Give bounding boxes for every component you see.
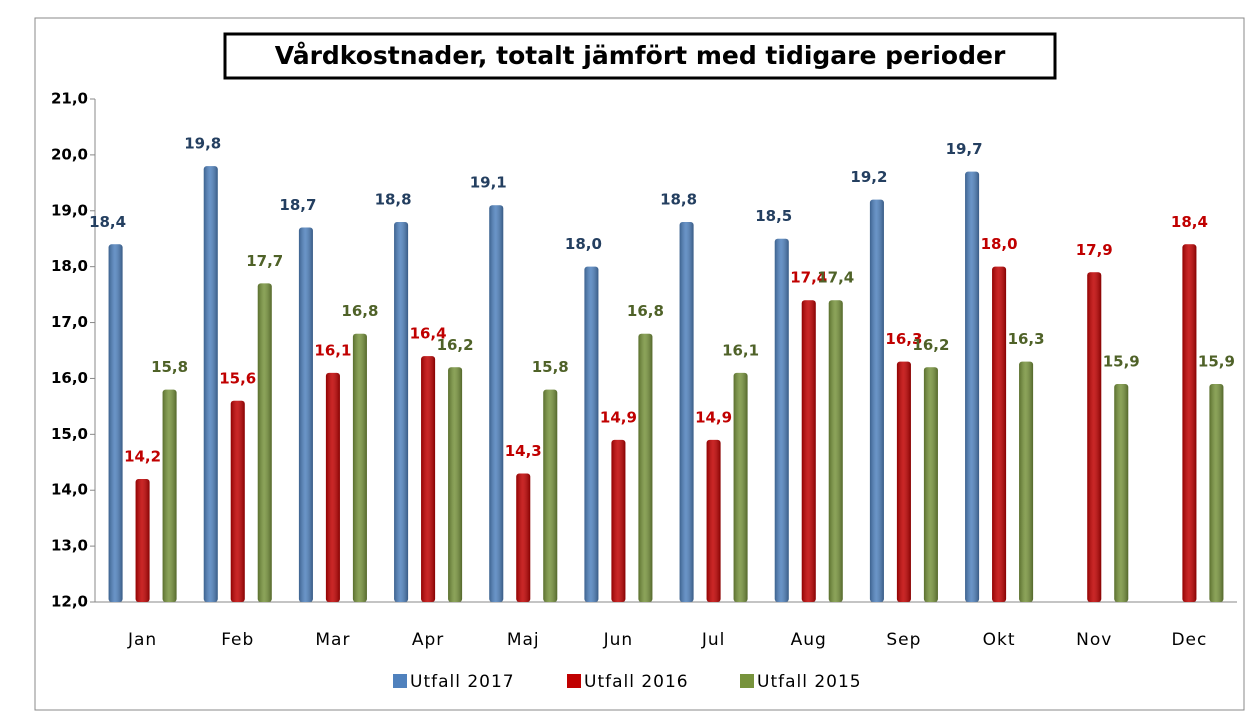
value-label: 16,8 bbox=[627, 302, 664, 320]
bar bbox=[516, 473, 531, 602]
bar bbox=[992, 266, 1007, 602]
value-label: 19,2 bbox=[850, 168, 887, 186]
value-label: 14,9 bbox=[695, 408, 732, 426]
y-tick-label: 20,0 bbox=[51, 145, 88, 163]
bar bbox=[257, 283, 272, 602]
legend-label: Utfall 2015 bbox=[757, 672, 862, 692]
bar bbox=[611, 439, 626, 602]
value-label: 16,1 bbox=[314, 341, 351, 359]
bar bbox=[965, 171, 980, 602]
x-tick-label: Dec bbox=[1171, 630, 1207, 650]
bar bbox=[923, 367, 938, 602]
bar bbox=[394, 221, 409, 602]
bar bbox=[869, 199, 884, 602]
x-tick-label: Nov bbox=[1076, 630, 1112, 650]
value-label: 16,4 bbox=[410, 325, 447, 343]
value-label: 18,8 bbox=[660, 190, 697, 208]
value-label: 16,3 bbox=[1008, 330, 1045, 348]
value-label: 17,4 bbox=[817, 269, 854, 287]
y-tick-label: 12,0 bbox=[51, 593, 88, 611]
value-label: 16,8 bbox=[341, 302, 378, 320]
y-tick-label: 17,0 bbox=[51, 313, 88, 331]
bar bbox=[774, 238, 789, 602]
value-label: 14,9 bbox=[600, 408, 637, 426]
y-tick-label: 14,0 bbox=[51, 481, 88, 499]
x-tick-label: Okt bbox=[983, 630, 1016, 650]
value-label: 18,0 bbox=[981, 235, 1018, 253]
x-tick-label: Jan bbox=[127, 630, 157, 650]
bar bbox=[489, 205, 504, 602]
value-label: 16,3 bbox=[885, 330, 922, 348]
value-label: 18,8 bbox=[375, 190, 412, 208]
bar bbox=[135, 479, 150, 602]
title-box bbox=[223, 32, 1057, 80]
value-label: 17,4 bbox=[790, 269, 827, 287]
legend-swatch bbox=[740, 674, 754, 688]
value-label: 19,1 bbox=[470, 174, 507, 192]
legend-swatch bbox=[393, 674, 407, 688]
bar bbox=[162, 389, 177, 602]
value-label: 19,8 bbox=[184, 135, 221, 153]
value-label: 15,8 bbox=[532, 358, 569, 376]
x-tick-label: Apr bbox=[412, 630, 444, 650]
legend-swatch bbox=[567, 674, 581, 688]
bar bbox=[421, 356, 436, 602]
legend-label: Utfall 2016 bbox=[584, 672, 689, 692]
bar bbox=[733, 372, 748, 602]
legend-label: Utfall 2017 bbox=[410, 672, 515, 692]
bar bbox=[896, 361, 911, 602]
value-label: 18,4 bbox=[1171, 213, 1208, 231]
value-label: 19,7 bbox=[946, 140, 983, 158]
value-label: 16,1 bbox=[722, 341, 759, 359]
bar bbox=[706, 439, 721, 602]
y-tick-label: 21,0 bbox=[51, 90, 88, 108]
chart-title: Vårdkostnader, totalt jämfört med tidiga… bbox=[275, 41, 1006, 70]
x-tick-label: Jun bbox=[603, 630, 634, 650]
value-label: 15,6 bbox=[219, 369, 256, 387]
bar bbox=[584, 266, 599, 602]
value-label: 17,7 bbox=[246, 252, 283, 270]
bar bbox=[1087, 272, 1102, 602]
bar bbox=[828, 300, 843, 602]
y-tick-label: 15,0 bbox=[51, 425, 88, 443]
x-tick-label: Aug bbox=[791, 630, 827, 650]
value-label: 18,7 bbox=[279, 196, 316, 214]
bar bbox=[298, 227, 313, 603]
value-label: 15,9 bbox=[1103, 353, 1140, 371]
value-label: 18,0 bbox=[565, 235, 602, 253]
value-label: 15,9 bbox=[1198, 353, 1235, 371]
bar bbox=[325, 372, 340, 602]
value-label: 16,2 bbox=[912, 336, 949, 354]
value-label: 14,3 bbox=[505, 442, 542, 460]
value-label: 14,2 bbox=[124, 448, 161, 466]
y-tick-label: 13,0 bbox=[51, 537, 88, 555]
bar bbox=[801, 300, 816, 602]
x-tick-label: Mar bbox=[315, 630, 350, 650]
value-label: 15,8 bbox=[151, 358, 188, 376]
y-tick-label: 18,0 bbox=[51, 257, 88, 275]
x-tick-label: Maj bbox=[507, 630, 540, 650]
bar bbox=[1209, 384, 1224, 602]
bar bbox=[679, 221, 694, 602]
value-label: 16,2 bbox=[437, 336, 474, 354]
bar bbox=[1114, 384, 1129, 602]
value-label: 18,4 bbox=[89, 213, 126, 231]
value-label: 17,9 bbox=[1076, 241, 1113, 259]
bar bbox=[230, 400, 245, 602]
value-label: 18,5 bbox=[755, 207, 792, 225]
bar bbox=[638, 333, 653, 602]
bar bbox=[203, 166, 218, 603]
bar bbox=[448, 367, 463, 602]
x-tick-label: Sep bbox=[886, 630, 921, 650]
bar bbox=[543, 389, 558, 602]
x-tick-label: Jul bbox=[701, 630, 726, 650]
x-tick-label: Feb bbox=[221, 630, 254, 650]
y-tick-label: 19,0 bbox=[51, 201, 88, 219]
bar bbox=[352, 333, 367, 602]
y-tick-label: 16,0 bbox=[51, 369, 88, 387]
bar bbox=[108, 244, 123, 603]
bar bbox=[1019, 361, 1034, 602]
bar bbox=[1182, 244, 1197, 603]
